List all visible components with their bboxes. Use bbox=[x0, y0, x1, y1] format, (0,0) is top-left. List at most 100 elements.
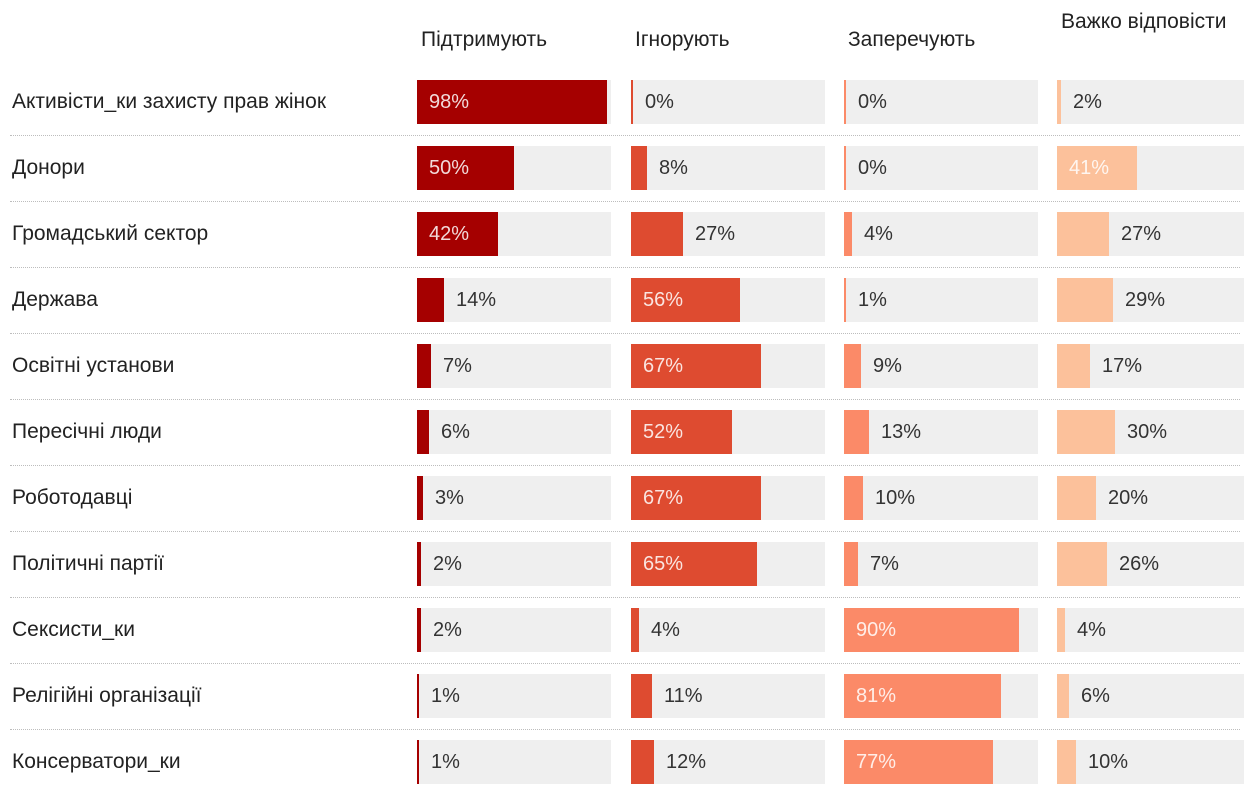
bar-support bbox=[417, 278, 444, 322]
table-row: Пересічні люди 6% 52% 13% 30% bbox=[0, 410, 1244, 476]
data-label: 7% bbox=[443, 355, 472, 377]
bar-hard bbox=[1057, 146, 1137, 190]
data-label: 67% bbox=[643, 487, 684, 509]
bar-track: 7% bbox=[417, 344, 611, 388]
category-label: Освітні установи bbox=[12, 354, 175, 377]
bar-track: 0% bbox=[631, 80, 825, 124]
bar-track: 7% bbox=[844, 542, 1038, 586]
table-row: Політичні партії 2% 65% 7% 26% bbox=[0, 542, 1244, 608]
table-row: Роботодавці 3% 67% 10% 20% bbox=[0, 476, 1244, 542]
table-row: Донори 50% 8% 0% 41% bbox=[0, 146, 1244, 212]
bar-track: 41% bbox=[1057, 146, 1244, 190]
table-row: Релігійні організації 1% 11% 81% 6% bbox=[0, 674, 1244, 740]
row-separator bbox=[10, 135, 1240, 136]
bar-deny bbox=[844, 410, 869, 454]
data-label: 30% bbox=[1127, 421, 1168, 443]
category-label: Політичні партії bbox=[12, 552, 165, 575]
bar-ignore bbox=[631, 344, 761, 388]
bar-deny bbox=[844, 344, 861, 388]
bar-track: 27% bbox=[631, 212, 825, 256]
bar-ignore bbox=[631, 212, 683, 256]
data-label: 2% bbox=[1073, 91, 1102, 113]
bar-track: 50% bbox=[417, 146, 611, 190]
bar-track: 17% bbox=[1057, 344, 1244, 388]
bar-ignore bbox=[631, 542, 757, 586]
data-label: 11% bbox=[664, 685, 703, 707]
data-label: 10% bbox=[875, 487, 916, 509]
bar-track: 56% bbox=[631, 278, 825, 322]
row-separator bbox=[10, 399, 1240, 400]
bar-track: 11% bbox=[631, 674, 825, 718]
bar-deny bbox=[844, 212, 852, 256]
bar-support bbox=[417, 344, 431, 388]
data-label: 8% bbox=[659, 157, 688, 179]
bar-deny bbox=[844, 674, 1001, 718]
data-label: 27% bbox=[695, 223, 736, 245]
bar-deny bbox=[844, 608, 1019, 652]
row-separator bbox=[10, 333, 1240, 334]
table-row: Консерватори_ки 1% 12% 77% 10% bbox=[0, 740, 1244, 806]
bar-hard bbox=[1057, 542, 1107, 586]
bar-ignore bbox=[631, 608, 639, 652]
bar-hard bbox=[1057, 740, 1076, 784]
category-label: Активісти_ки захисту прав жінок bbox=[12, 90, 327, 113]
data-label: 13% bbox=[881, 421, 922, 443]
bar-track: 9% bbox=[844, 344, 1038, 388]
chart: Підтримують Ігнорують Заперечують Важко від… bbox=[0, 10, 1244, 784]
data-label: 29% bbox=[1125, 289, 1166, 311]
table-row: Освітні установи 7% 67% 9% 17% bbox=[0, 344, 1244, 410]
bar-track: 65% bbox=[631, 542, 825, 586]
column-header-support: Підтримують bbox=[421, 28, 548, 51]
data-label: 4% bbox=[651, 619, 680, 641]
bar-track: 2% bbox=[417, 608, 611, 652]
bar-hard bbox=[1057, 674, 1069, 718]
bar-track: 4% bbox=[844, 212, 1038, 256]
data-label: 4% bbox=[1077, 619, 1106, 641]
row-separator bbox=[10, 267, 1240, 268]
data-label: 2% bbox=[433, 619, 462, 641]
data-label: 1% bbox=[858, 289, 887, 311]
data-label: 65% bbox=[643, 553, 684, 575]
data-label: 6% bbox=[1081, 685, 1110, 707]
bar-support bbox=[417, 674, 419, 718]
bar-track: 14% bbox=[417, 278, 611, 322]
bar-track: 13% bbox=[844, 410, 1038, 454]
data-label: 12% bbox=[666, 751, 707, 773]
bar-ignore bbox=[631, 674, 652, 718]
category-label: Роботодавці bbox=[12, 486, 133, 509]
data-label: 17% bbox=[1102, 355, 1143, 377]
bar-ignore bbox=[631, 146, 647, 190]
data-label: 0% bbox=[858, 91, 887, 113]
bar-track: 98% bbox=[417, 80, 611, 124]
bar-deny bbox=[844, 740, 993, 784]
bar-hard bbox=[1057, 212, 1109, 256]
data-label: 67% bbox=[643, 355, 684, 377]
bar-track: 12% bbox=[631, 740, 825, 784]
bar-hard bbox=[1057, 344, 1090, 388]
data-label: 77% bbox=[856, 751, 897, 773]
bar-support bbox=[417, 212, 498, 256]
category-label: Держава bbox=[12, 288, 98, 311]
data-label: 0% bbox=[645, 91, 674, 113]
data-label: 20% bbox=[1108, 487, 1149, 509]
row-separator bbox=[10, 201, 1240, 202]
data-label: 4% bbox=[864, 223, 893, 245]
table-row: Громадський сектор 42% 27% 4% 27% bbox=[0, 212, 1244, 278]
data-label: 41% bbox=[1069, 157, 1110, 179]
bar-track: 67% bbox=[631, 476, 825, 520]
category-label: Сексисти_ки bbox=[12, 618, 135, 641]
data-label: 2% bbox=[433, 553, 462, 575]
bar-track: 8% bbox=[631, 146, 825, 190]
column-header-hard: Важко відповісти bbox=[1061, 10, 1227, 33]
data-label: 98% bbox=[429, 91, 470, 113]
table-row: Активісти_ки захисту прав жінок 98% 0% 0% 2% bbox=[0, 80, 1244, 146]
bar-track: 6% bbox=[417, 410, 611, 454]
column-header-deny: Заперечують bbox=[848, 28, 976, 51]
bar-track: 42% bbox=[417, 212, 611, 256]
category-label: Пересічні люди bbox=[12, 420, 162, 443]
bar-track: 27% bbox=[1057, 212, 1244, 256]
bar-track: 29% bbox=[1057, 278, 1244, 322]
bar-ignore bbox=[631, 278, 740, 322]
bar-deny bbox=[844, 278, 846, 322]
bar-deny bbox=[844, 542, 858, 586]
